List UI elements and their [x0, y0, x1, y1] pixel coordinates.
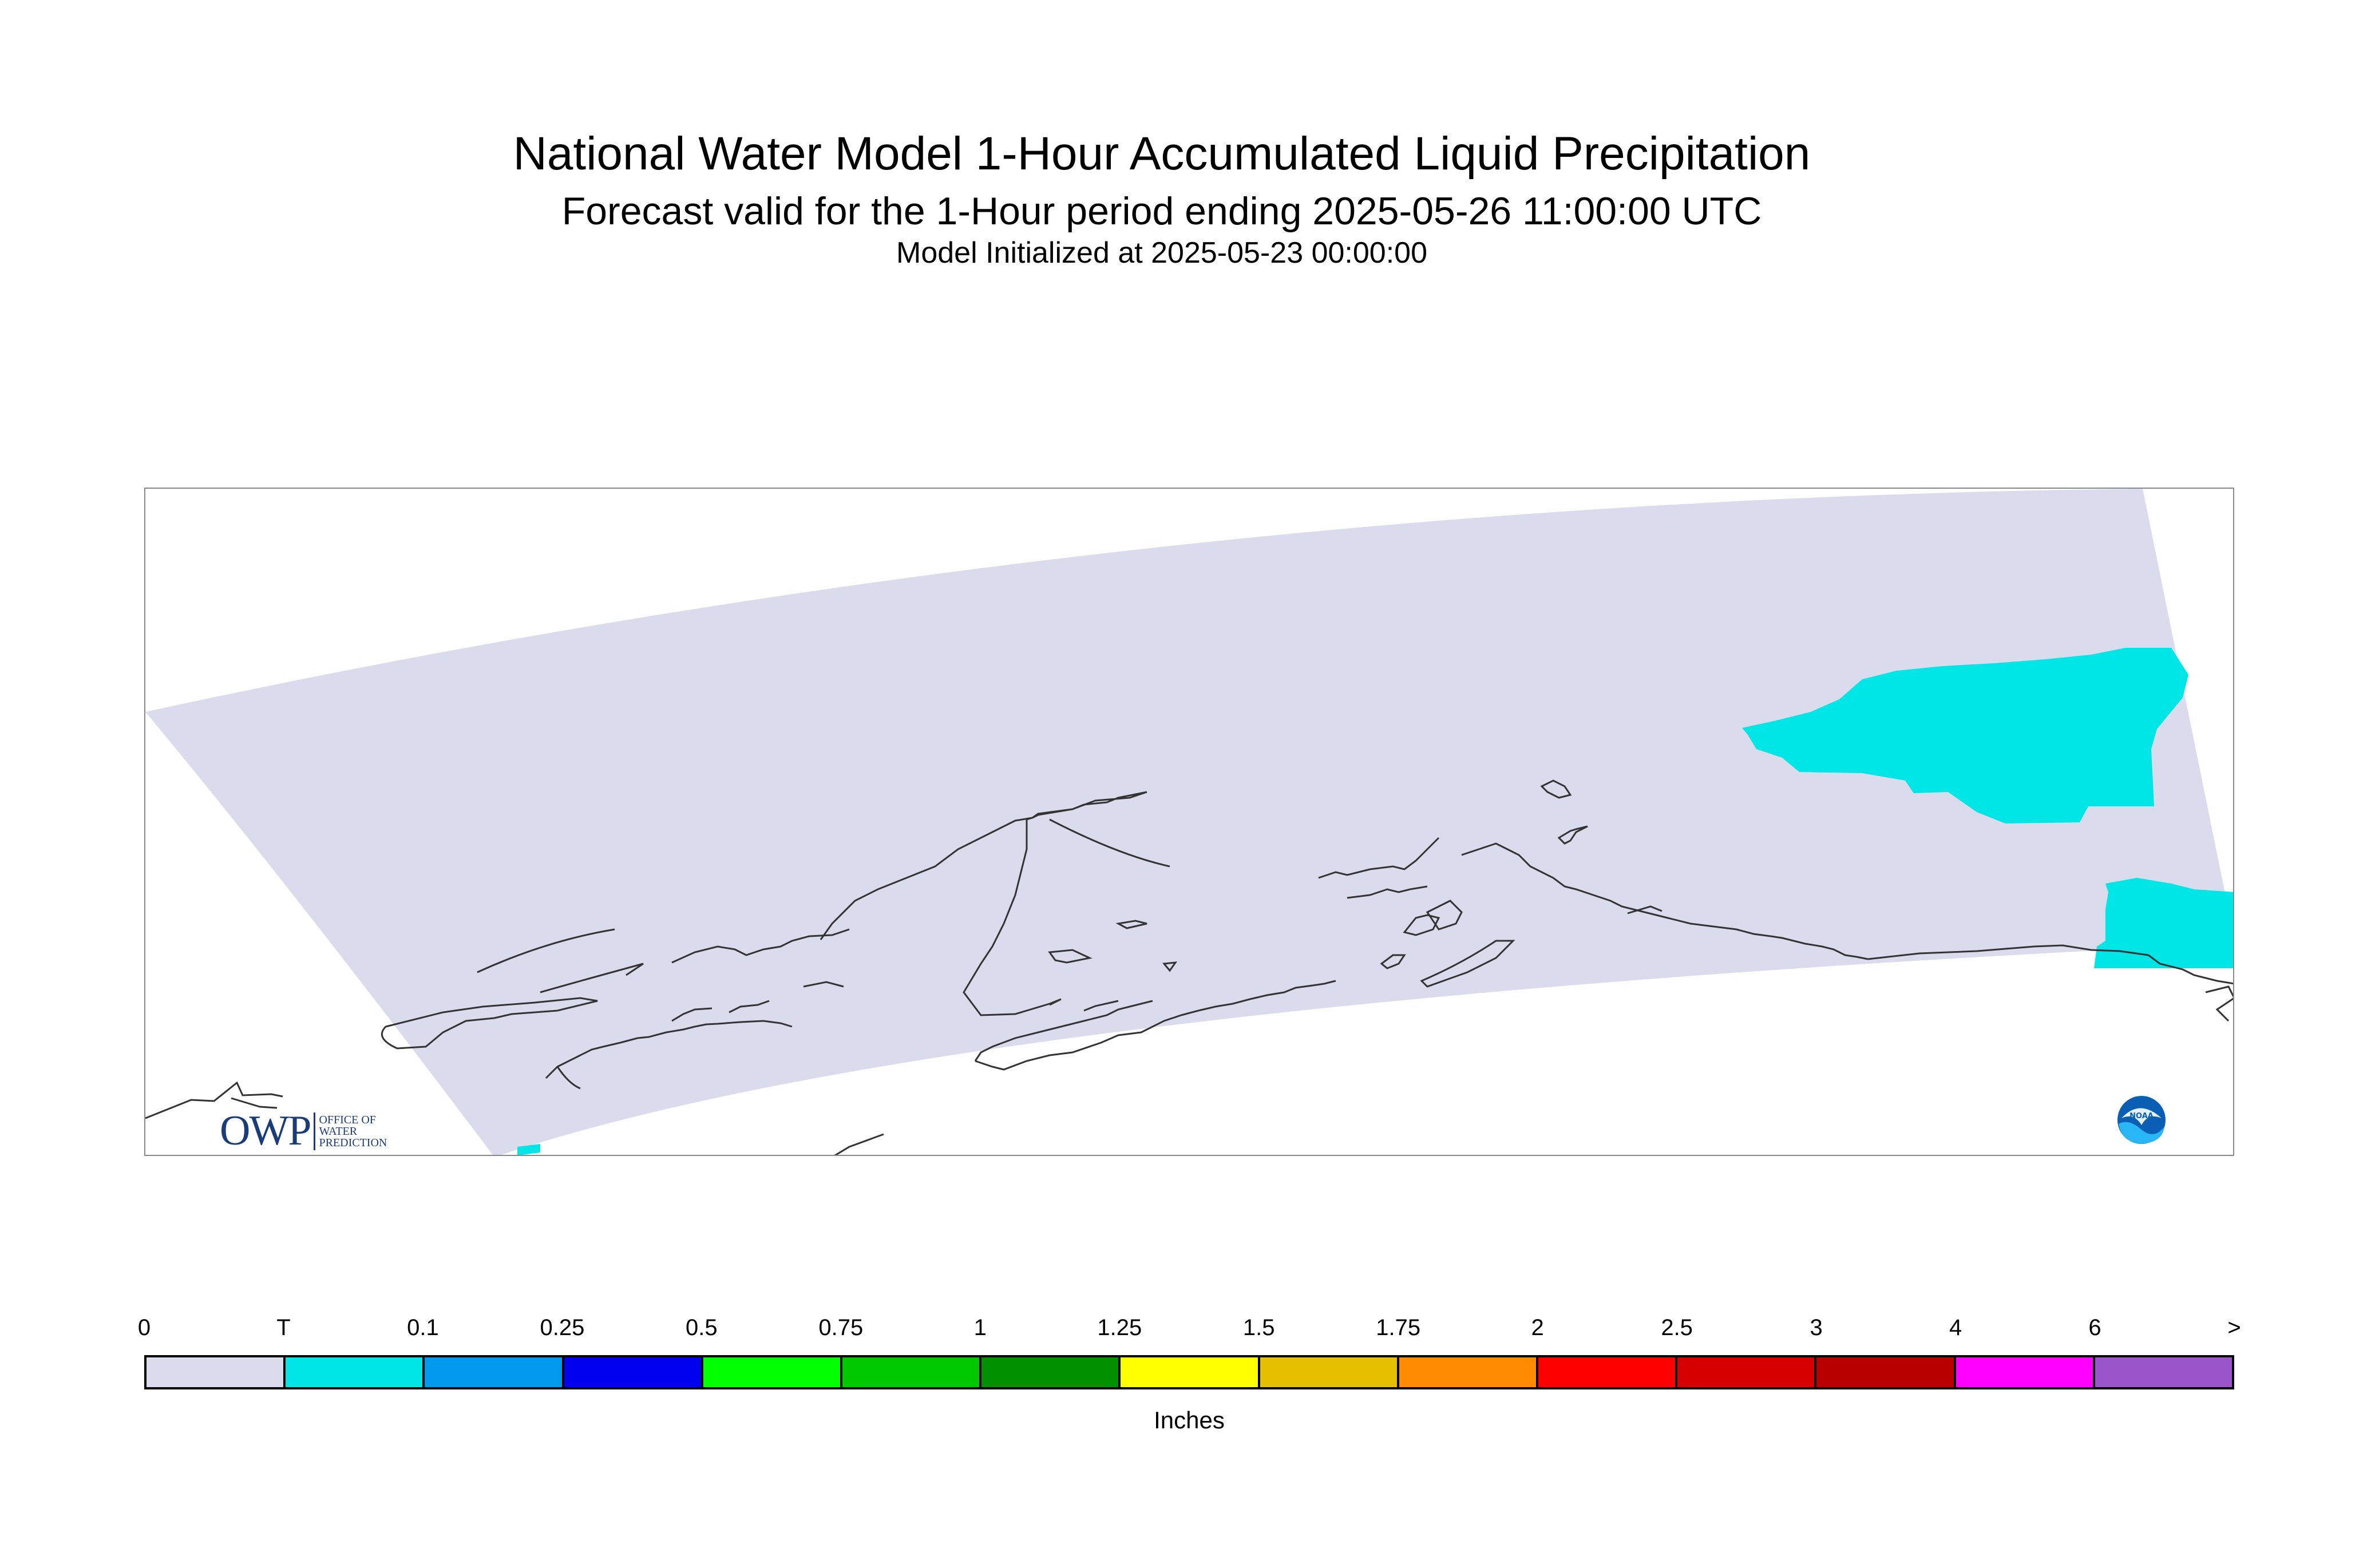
precip-area-trace	[1742, 648, 2188, 823]
legend-swatch	[1677, 1357, 1817, 1387]
owp-logo-subtext: OFFICE OF WATER PREDICTION	[319, 1114, 387, 1149]
legend-swatch	[564, 1357, 703, 1387]
legend-tick-label: 1.5	[1242, 1315, 1275, 1340]
legend-tick-label: 0.1	[407, 1315, 439, 1340]
map-panel: OWP OFFICE OF WATER PREDICTION NOAA	[144, 488, 2234, 1156]
model-init-label: Model Initialized at 2025-05-23 00:00:00	[896, 236, 1427, 270]
owp-logo-line2: WATER	[319, 1124, 358, 1138]
owp-logo-line1: OFFICE OF	[319, 1113, 376, 1126]
legend-tick-label: 0.5	[686, 1315, 718, 1340]
noaa-emblem-icon: NOAA	[2117, 1096, 2166, 1144]
legend-swatch	[425, 1357, 564, 1387]
legend-colorbar	[144, 1355, 2234, 1389]
legend-swatch	[286, 1357, 425, 1387]
legend-swatch	[981, 1357, 1121, 1387]
legend-tick-label: 1.25	[1097, 1315, 1142, 1340]
legend-tick-label: 1.75	[1376, 1315, 1421, 1340]
owp-logo-line3: PREDICTION	[319, 1136, 387, 1149]
legend-tick-label: 6	[2088, 1315, 2101, 1340]
legend-tick-label: 0	[137, 1315, 151, 1340]
owp-logo-main: OWP	[220, 1107, 311, 1154]
legend-swatch	[703, 1357, 843, 1387]
legend-tick-label: 2	[1531, 1315, 1544, 1340]
legend-tick-label: >	[2227, 1315, 2241, 1340]
legend-tick-label: 0.75	[818, 1315, 864, 1340]
legend-swatch	[842, 1357, 982, 1387]
precip-area-trace	[2094, 878, 2233, 968]
legend-tick-label: T	[276, 1315, 291, 1340]
map-canvas	[145, 489, 2233, 1155]
legend-swatch	[147, 1357, 286, 1387]
noaa-logo-text: NOAA	[2129, 1112, 2154, 1120]
legend-tick-label: 4	[1949, 1315, 1962, 1340]
legend-swatch	[1956, 1357, 2095, 1387]
legend-swatch	[1121, 1357, 1260, 1387]
owp-logo: OWP OFFICE OF WATER PREDICTION	[220, 1107, 387, 1155]
legend-swatch	[1260, 1357, 1399, 1387]
legend-swatch	[2095, 1357, 2232, 1387]
map-title: National Water Model 1-Hour Accumulated …	[513, 128, 1811, 180]
legend-tick-label: 0.25	[540, 1315, 585, 1340]
coastline-lines	[145, 779, 2233, 1155]
legend-tick-label: 1	[973, 1315, 987, 1340]
legend-swatch	[1538, 1357, 1678, 1387]
precip-area-trace	[517, 1144, 540, 1155]
legend-tick-label: 3	[1810, 1315, 1823, 1340]
model-domain-area	[145, 489, 2233, 1155]
legend-units-label: Inches	[1154, 1407, 1225, 1434]
owp-logo-divider	[314, 1112, 316, 1150]
legend-swatch	[1399, 1357, 1539, 1387]
legend-swatch	[1816, 1357, 1956, 1387]
legend-tick-label: 2.5	[1661, 1315, 1693, 1340]
map-subtitle: Forecast valid for the 1-Hour period end…	[561, 189, 1762, 233]
